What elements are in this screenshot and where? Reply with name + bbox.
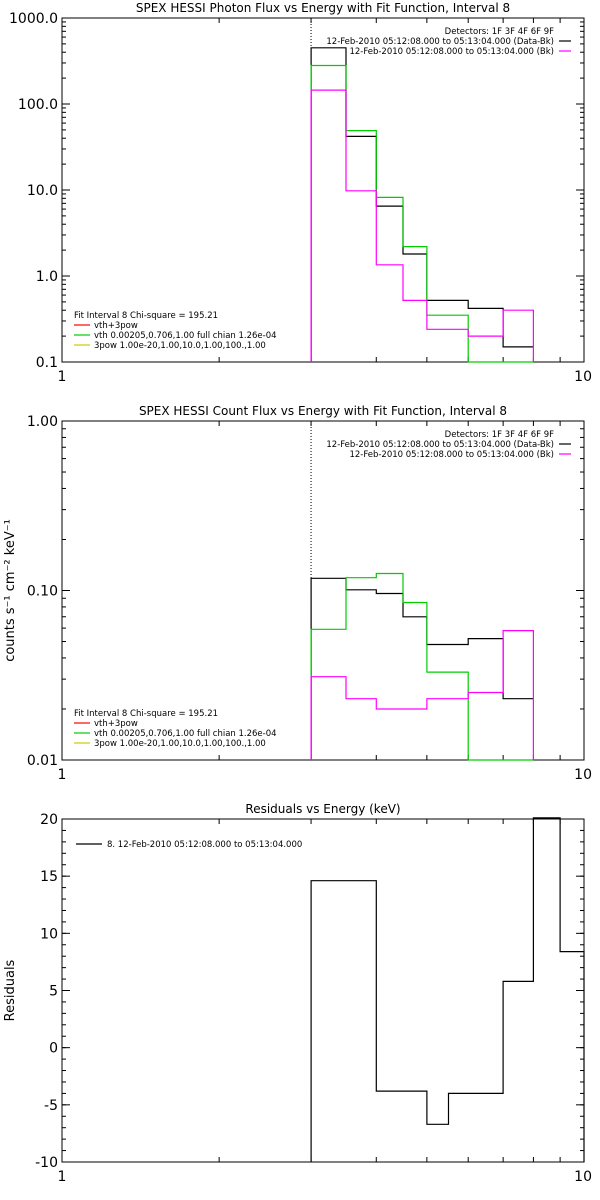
y-tick-label: 1.0	[36, 269, 58, 285]
chart-title: SPEX HESSI Count Flux vs Energy with Fit…	[139, 404, 507, 418]
header-line: Detectors: 1F 3F 4F 6F 9F	[445, 27, 554, 37]
legend-title: Fit Interval 8 Chi-square = 195.21	[74, 709, 218, 719]
legend-title: Fit Interval 8 Chi-square = 195.21	[74, 311, 218, 321]
plot-frame	[61, 818, 585, 1163]
y-tick-label: -10	[35, 1155, 58, 1171]
header-line: 12-Feb-2010 05:12:08.000 to 05:13:04.000…	[326, 440, 554, 450]
y-tick-label: 10	[40, 926, 58, 942]
y-tick-label: -5	[44, 1098, 58, 1114]
header-line: Detectors: 1F 3F 4F 6F 9F	[445, 430, 554, 440]
x-tick-label: 1	[58, 1169, 67, 1185]
y-tick-label: 10.0	[27, 183, 58, 199]
legend-label: 3pow 1.00e-20,1.00,10.0,1.00,100.,1.00	[94, 341, 266, 351]
y-tick-label: 0.01	[27, 753, 58, 769]
legend-label: vth 0.00205,0.706,1.00 full chian 1.26e-…	[94, 331, 277, 341]
y-tick-label: 0	[49, 1041, 58, 1057]
x-tick-label: 1	[58, 767, 67, 783]
series-bk	[310, 89, 534, 362]
header-line: 12-Feb-2010 05:12:08.000 to 05:13:04.000…	[326, 37, 554, 47]
y-axis-label: Residuals	[3, 959, 18, 1021]
y-tick-label: 0.1	[36, 355, 58, 371]
chart-title: SPEX HESSI Photon Flux vs Energy with Fi…	[136, 1, 510, 15]
y-tick-label: 1.00	[27, 414, 58, 430]
series-vth-3pow	[310, 64, 534, 363]
header-line: 12-Feb-2010 05:12:08.000 to 05:13:04.000…	[349, 450, 554, 460]
x-tick-label: 10	[574, 1169, 592, 1185]
series-residuals	[310, 817, 585, 1162]
header-line: 12-Feb-2010 05:12:08.000 to 05:13:04.000…	[349, 47, 554, 57]
y-tick-label: 15	[40, 869, 58, 885]
legend-label: vth+3pow	[94, 719, 138, 729]
y-axis-label: counts s⁻¹ cm⁻² keV⁻¹	[3, 519, 18, 662]
x-tick-label: 10	[574, 767, 592, 783]
y-tick-label: 100.0	[18, 97, 58, 113]
legend-label: 3pow 1.00e-20,1.00,10.0,1.00,100.,1.00	[94, 739, 266, 749]
legend-label: 8. 12-Feb-2010 05:12:08.000 to 05:13:04.…	[107, 840, 302, 850]
series-data-bk	[310, 577, 534, 760]
y-tick-label: 5	[49, 984, 58, 1000]
x-tick-label: 10	[574, 369, 592, 385]
y-tick-label: 20	[40, 812, 58, 828]
legend-label: vth+3pow	[94, 321, 138, 331]
y-tick-label: 1000.0	[9, 11, 58, 27]
legend-label: vth 0.00205,0.706,1.00 full chian 1.26e-…	[94, 729, 277, 739]
x-tick-label: 1	[58, 369, 67, 385]
series-vth-3pow	[310, 572, 534, 761]
series-data-bk	[310, 47, 534, 362]
y-tick-label: 0.10	[27, 584, 58, 600]
series-bk	[310, 630, 534, 760]
chart-title: Residuals vs Energy (keV)	[245, 802, 400, 816]
